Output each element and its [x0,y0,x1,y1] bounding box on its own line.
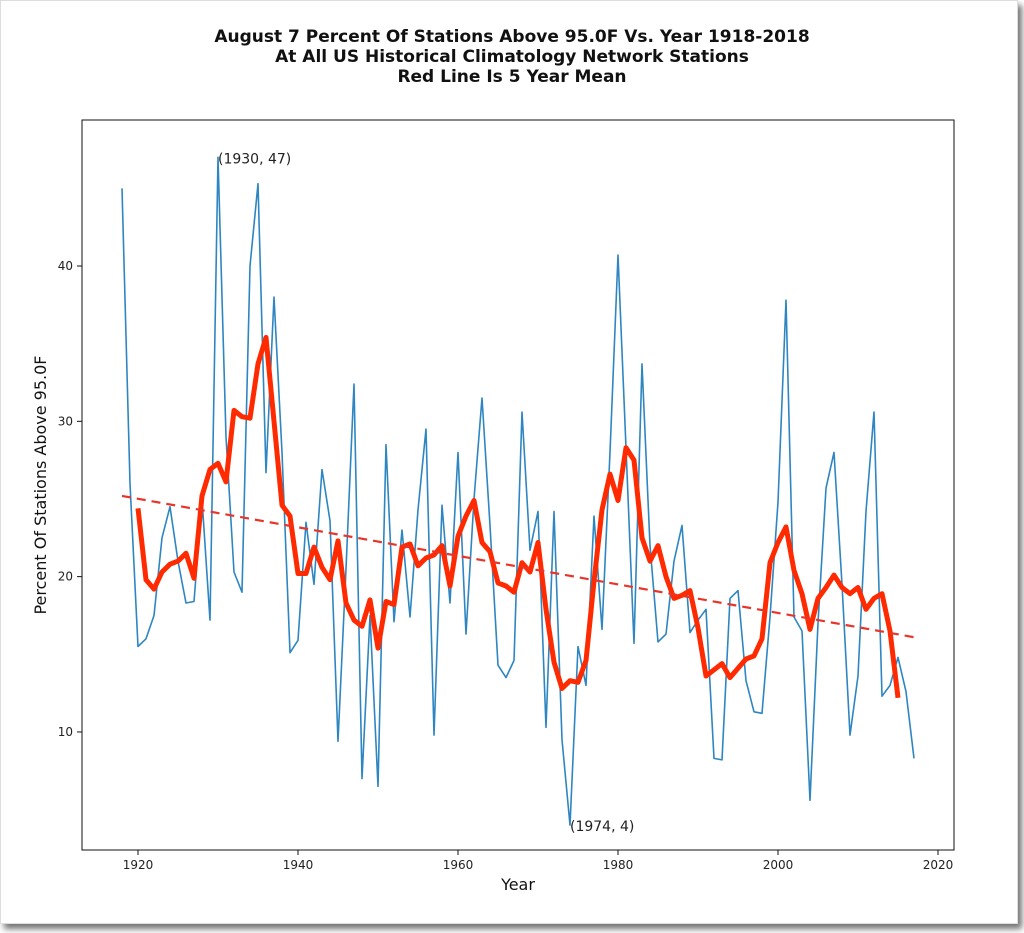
data-series-line [121,156,915,826]
x-tick-label: 1980 [603,858,634,872]
x-tick-label: 2000 [763,858,794,872]
y-tick-label: 20 [58,570,73,584]
chart-title-line-1: August 7 Percent Of Stations Above 95.0F… [214,27,810,47]
y-tick-label: 10 [58,725,73,739]
x-axis: 1920 1940 1960 1980 2000 2020 [123,850,954,872]
y-axis: 10 20 30 40 [58,259,82,739]
plot-area [121,156,915,826]
axes-frame [81,119,955,851]
x-tick-label: 2020 [923,858,954,872]
annotations: (1930, 47) (1974, 4) [218,151,634,835]
x-axis-label: Year [500,875,535,894]
x-tick-label: 1920 [123,858,154,872]
y-tick-label: 40 [58,259,73,273]
chart-title-line-3: Red Line Is 5 Year Mean [397,67,627,87]
five-year-mean-line [135,334,901,699]
point-annotation: (1974, 4) [570,819,634,835]
y-axis-label: Percent Of Stations Above 95.0F [31,355,50,614]
point-annotation: (1930, 47) [218,151,291,167]
chart-title-line-2: At All US Historical Climatology Network… [275,47,749,67]
y-tick-label: 30 [58,414,73,428]
x-tick-label: 1940 [283,858,314,872]
x-tick-label: 1960 [443,858,474,872]
